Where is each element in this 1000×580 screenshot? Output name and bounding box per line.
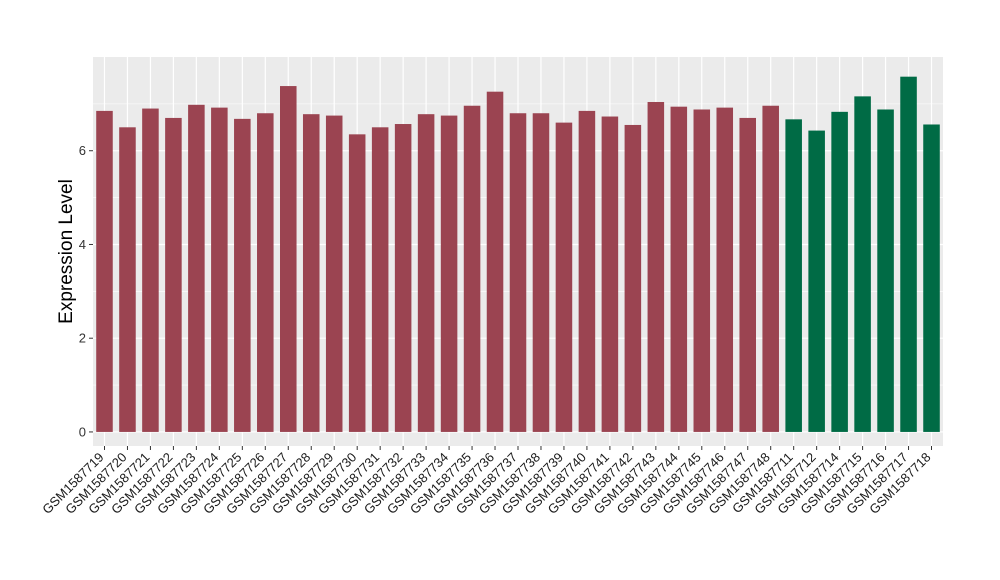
bar-GSM1587742 <box>624 124 642 432</box>
bar-GSM1587726 <box>257 113 274 432</box>
bar-GSM1587748 <box>762 105 779 432</box>
bar-GSM1587716 <box>877 109 894 432</box>
bar-GSM1587724 <box>211 107 228 432</box>
bar-GSM1587747 <box>739 117 756 432</box>
bar-GSM1587721 <box>142 108 159 432</box>
bars <box>96 76 940 432</box>
bar-GSM1587727 <box>280 86 297 432</box>
bar-GSM1587725 <box>234 118 251 432</box>
bar-GSM1587715 <box>854 96 871 432</box>
x-axis: GSM1587719GSM1587720GSM1587721GSM1587722… <box>39 446 934 517</box>
bar-GSM1587717 <box>900 76 917 432</box>
y-axis-title: Expression Level <box>56 179 77 324</box>
bar-GSM1587718 <box>923 124 940 432</box>
bar-GSM1587728 <box>302 114 320 432</box>
bar-GSM1587741 <box>601 116 619 432</box>
bar-GSM1587734 <box>440 115 458 432</box>
y-tick-label: 2 <box>79 331 86 346</box>
bar-GSM1587712 <box>808 130 825 432</box>
bar-GSM1587732 <box>394 124 412 432</box>
bar-GSM1587733 <box>417 114 435 432</box>
bar-GSM1587736 <box>486 91 504 432</box>
bar-GSM1587720 <box>119 127 136 432</box>
bar-GSM1587723 <box>188 104 205 432</box>
bar-GSM1587711 <box>785 119 802 432</box>
y-tick-label: 6 <box>79 143 86 158</box>
bar-GSM1587731 <box>371 127 389 432</box>
bar-GSM1587730 <box>348 134 366 432</box>
bar-GSM1587719 <box>96 110 113 432</box>
y-axis: 0 2 4 6 <box>79 143 93 439</box>
bar-GSM1587714 <box>831 111 848 432</box>
bar-GSM1587743 <box>647 101 665 432</box>
y-tick-label: 0 <box>79 424 86 439</box>
bar-GSM1587722 <box>165 117 182 432</box>
bar-GSM1587738 <box>532 113 550 432</box>
bar-GSM1587746 <box>716 107 734 432</box>
bar-GSM1587740 <box>578 110 596 432</box>
bar-GSM1587745 <box>693 109 711 432</box>
bar-GSM1587735 <box>463 105 481 432</box>
y-tick-label: 4 <box>79 237 86 252</box>
bar-GSM1587729 <box>325 115 343 432</box>
bar-GSM1587744 <box>670 106 688 432</box>
bar-GSM1587739 <box>555 122 573 432</box>
bar-GSM1587737 <box>509 113 527 432</box>
